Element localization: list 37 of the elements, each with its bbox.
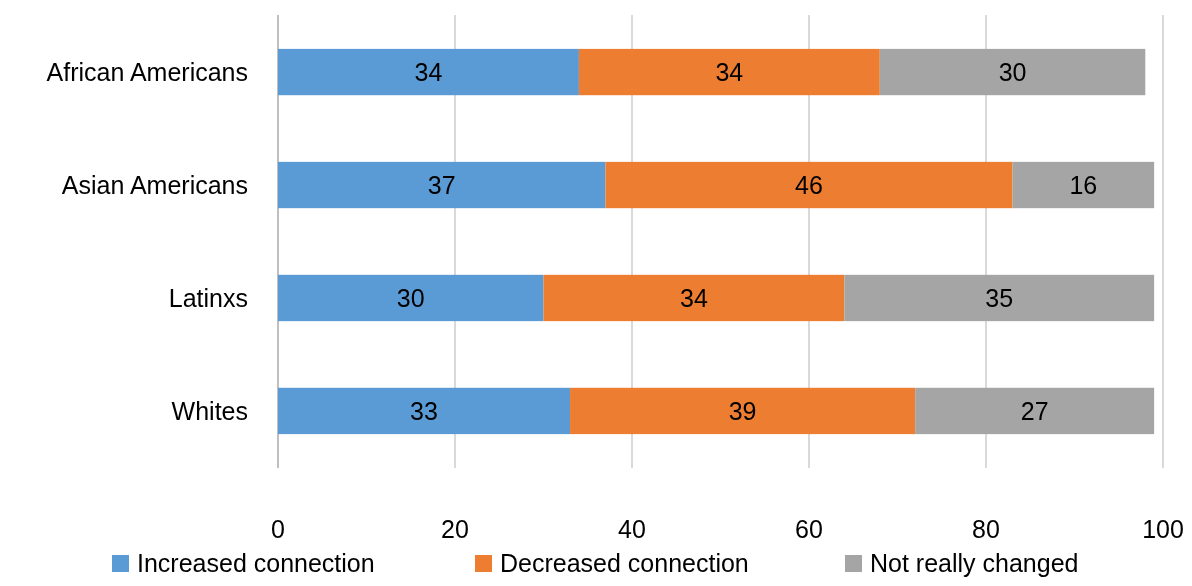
bar	[278, 387, 571, 435]
data-label: 34	[680, 283, 708, 312]
bar	[915, 387, 1155, 435]
data-label: 27	[1020, 396, 1049, 425]
legend-label: Increased connection	[137, 549, 375, 577]
bar	[570, 387, 916, 435]
x-tick-label: 40	[618, 515, 646, 543]
data-label: 35	[985, 283, 1014, 312]
bar	[1012, 161, 1155, 209]
data-label: 30	[998, 57, 1027, 86]
data-label: 46	[795, 170, 823, 199]
x-tick-label: 100	[1142, 515, 1184, 543]
bar	[879, 48, 1146, 96]
y-tick-label: Asian Americans	[61, 170, 248, 199]
bar	[578, 48, 880, 96]
bar	[605, 161, 1013, 209]
x-tick-label: 60	[795, 515, 823, 543]
legend-label: Decreased connection	[500, 549, 749, 577]
data-label: 16	[1069, 170, 1098, 199]
bar	[278, 161, 606, 209]
bar	[543, 274, 845, 322]
x-tick-label: 0	[271, 515, 285, 543]
data-label: 39	[728, 396, 757, 425]
bar	[844, 274, 1155, 322]
y-tick-label: Latinxs	[168, 283, 248, 312]
data-label: 34	[715, 57, 744, 86]
bar	[278, 274, 544, 322]
bar	[278, 48, 579, 96]
legend-label: Not really changed	[870, 549, 1079, 577]
data-label: 30	[396, 283, 425, 312]
data-label: 37	[427, 170, 456, 199]
y-tick-label: Whites	[171, 396, 248, 425]
x-tick-label: 80	[972, 515, 1000, 543]
data-label: 34	[414, 57, 443, 86]
data-label: 33	[410, 396, 438, 425]
y-tick-label: African Americans	[46, 57, 248, 86]
x-tick-label: 20	[441, 515, 469, 543]
